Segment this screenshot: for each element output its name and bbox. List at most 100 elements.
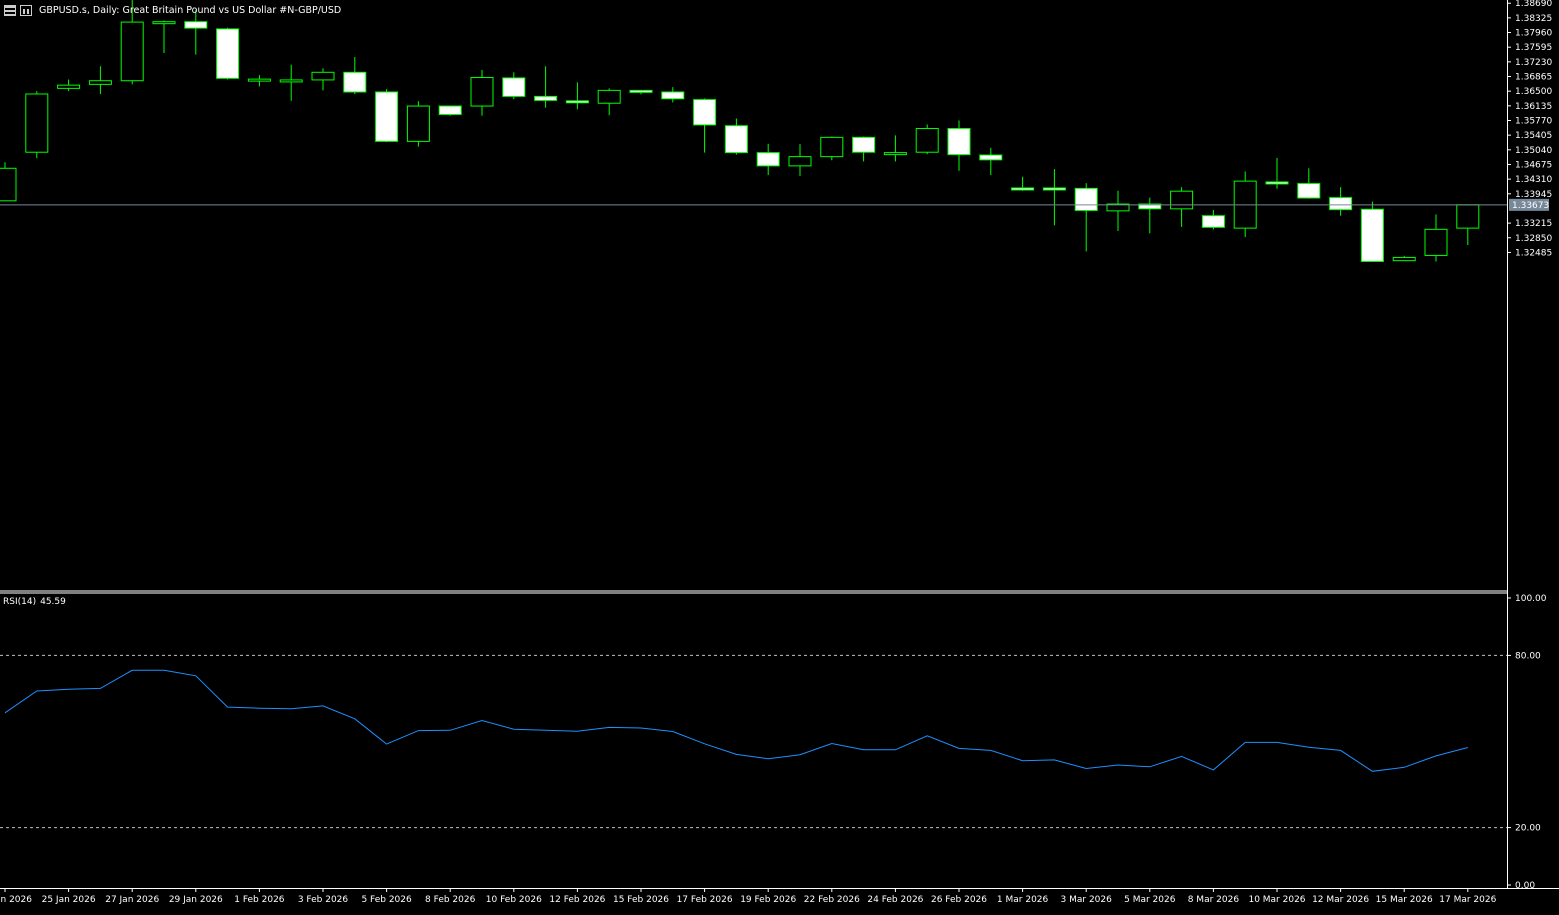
price-axis-tick-label: 1.32485 — [1515, 248, 1552, 258]
candle — [534, 66, 558, 108]
time-axis-label: 12 Mar 2026 — [1312, 895, 1369, 905]
candle-body-bullish — [406, 105, 430, 142]
price-axis-tick-label: 1.37595 — [1515, 43, 1552, 53]
candle-body-bullish — [1392, 256, 1416, 262]
candle-body-bearish — [534, 95, 558, 101]
candle — [788, 144, 812, 176]
time-axis-label: 19 Feb 2026 — [740, 895, 796, 905]
candle — [0, 162, 17, 202]
candle — [1106, 190, 1130, 231]
price-axis-tick-label: 1.37960 — [1515, 29, 1552, 39]
chart-title-bar: GBPUSD.s, Daily: Great Britain Pound vs … — [4, 3, 341, 17]
candle-body-bullish — [311, 71, 335, 81]
candle — [1329, 187, 1353, 216]
candle — [1074, 183, 1098, 252]
candle-body-bullish — [247, 78, 271, 82]
time-axis-label: 12 Feb 2026 — [549, 895, 605, 905]
time-axis-label: 8 Feb 2026 — [425, 895, 476, 905]
price-axis-tick-label: 1.34675 — [1515, 160, 1552, 170]
candle — [406, 101, 430, 147]
candle — [1424, 214, 1448, 262]
candle-body-bearish — [565, 100, 589, 104]
time-axis-label: 17 Mar 2026 — [1439, 895, 1496, 905]
candle — [1170, 187, 1194, 227]
price-axis-tick-label: 1.38325 — [1515, 14, 1552, 24]
candle — [1042, 169, 1066, 226]
candle — [565, 82, 589, 110]
price-axis-tick-label: 1.35040 — [1515, 146, 1552, 156]
candle-body-bearish — [375, 91, 399, 142]
candle-body-bullish — [883, 152, 907, 156]
candle — [1201, 210, 1225, 230]
candle-body-bullish — [820, 136, 844, 158]
one-click-trading-icon[interactable] — [20, 4, 32, 16]
candle — [597, 88, 621, 116]
candle — [152, 20, 176, 54]
candle-body-bearish — [502, 77, 526, 97]
candle — [502, 72, 526, 100]
candle-body-bearish — [724, 125, 748, 154]
time-axis-label: 3 Feb 2026 — [298, 895, 349, 905]
candle — [1297, 168, 1321, 199]
candle-body-bearish — [184, 21, 208, 29]
candle — [724, 118, 748, 155]
price-axis-tick-label: 1.35770 — [1515, 116, 1552, 126]
time-axis-label: 29 Jan 2026 — [169, 895, 223, 905]
candle — [470, 69, 494, 116]
candle-body-bearish — [1138, 203, 1162, 210]
rsi-axis-tick-label: 100.00 — [1515, 594, 1547, 604]
rsi-line — [4, 669, 1468, 772]
time-axis-label: 5 Feb 2026 — [361, 895, 412, 905]
price-pane[interactable] — [0, 0, 1507, 262]
candle-body-bearish — [693, 99, 717, 126]
candle — [1360, 201, 1384, 262]
candle-body-bearish — [343, 71, 367, 93]
price-axis-tick-label: 1.38690 — [1515, 0, 1552, 9]
price-axis-tick-label: 1.36135 — [1515, 102, 1552, 112]
time-axis-label: 10 Mar 2026 — [1248, 895, 1305, 905]
candle — [1392, 255, 1416, 262]
price-axis-tick-label: 1.35405 — [1515, 131, 1552, 141]
time-axis-label: 24 Feb 2026 — [867, 895, 923, 905]
price-axis-tick-label: 1.33945 — [1515, 190, 1552, 200]
time-axis-label: 15 Feb 2026 — [613, 895, 669, 905]
candle — [1233, 171, 1257, 237]
chart-title: GBPUSD.s, Daily: Great Britain Pound vs … — [39, 4, 342, 16]
candle-body-bullish — [25, 93, 49, 153]
candle-body-bearish — [756, 152, 780, 167]
time-axis-label: 27 Jan 2026 — [105, 895, 159, 905]
rsi-pane[interactable] — [0, 654, 1507, 829]
current-price-tag-bg — [1509, 198, 1549, 211]
candle-body-bearish — [1360, 208, 1384, 262]
time-axis-label: 10 Feb 2026 — [486, 895, 542, 905]
candle — [979, 147, 1003, 176]
candle — [120, 0, 144, 85]
candle — [820, 136, 844, 161]
chart-menu-icon[interactable] — [4, 4, 16, 16]
candle — [88, 66, 112, 94]
candle-body-bullish — [88, 80, 112, 85]
time-axis-label: 22 Feb 2026 — [804, 895, 860, 905]
candle-body-bearish — [1265, 181, 1289, 185]
candle-body-bullish — [1170, 190, 1194, 210]
candle — [343, 57, 367, 94]
candle — [184, 10, 208, 55]
candle-body-bearish — [1201, 215, 1225, 228]
candle — [1011, 176, 1035, 191]
candle-body-bullish — [1106, 203, 1130, 212]
candle — [57, 79, 81, 92]
candle-body-bearish — [216, 28, 240, 79]
candle-body-bullish — [0, 167, 17, 202]
time-axis-label: 26 Feb 2026 — [931, 895, 987, 905]
candle — [247, 75, 271, 87]
candle-body-bullish — [597, 89, 621, 104]
time-axis-label: 25 Jan 2026 — [42, 895, 96, 905]
price-axis-tick-label: 1.34310 — [1515, 175, 1552, 185]
candle-body-bearish — [1297, 183, 1321, 199]
candle — [279, 64, 303, 101]
price-axis-tick-label: 1.36500 — [1515, 87, 1552, 97]
current-price-tag-text: 1.33673 — [1512, 201, 1549, 211]
